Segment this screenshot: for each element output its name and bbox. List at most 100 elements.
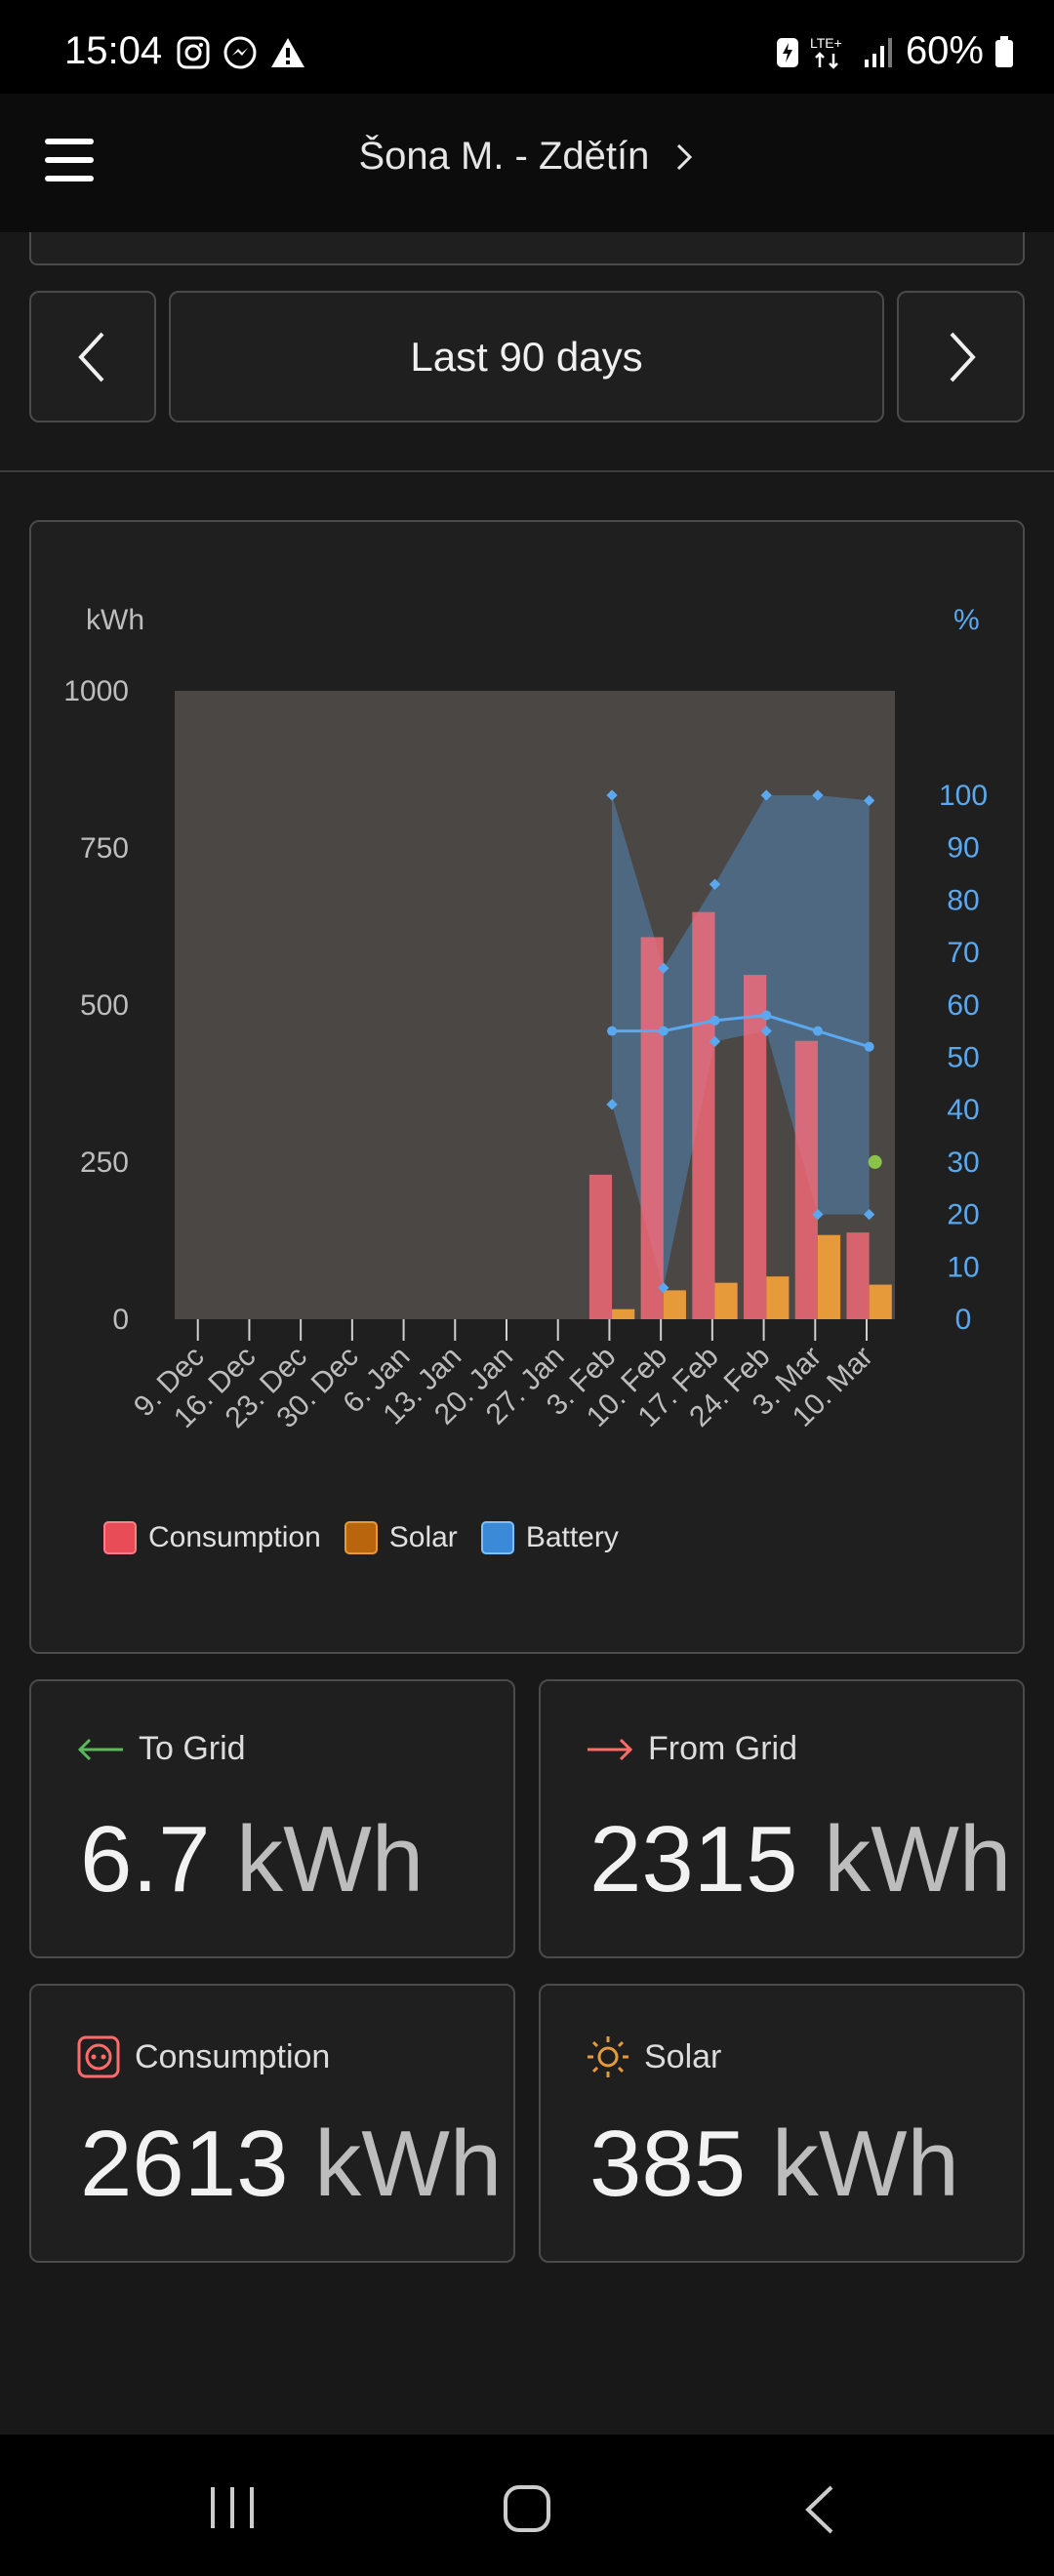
solar-bar (869, 1284, 892, 1319)
card-value: 6.7 kWh (80, 1806, 424, 1913)
y-tick-label: 0 (112, 1304, 129, 1336)
legend-label: Solar (388, 1521, 458, 1553)
battery-max-point (760, 789, 772, 801)
value-number: 2315 (589, 1807, 798, 1912)
legend-item-consumption[interactable]: Consumption (103, 1521, 321, 1554)
battery-min-point (606, 1099, 618, 1110)
solar-bar (663, 1290, 686, 1319)
y2-tick-label: 0 (955, 1304, 972, 1336)
y-tick-label: 250 (80, 1147, 129, 1179)
legend-label: Battery (525, 1521, 619, 1553)
y-axis-title: kWh (86, 604, 144, 636)
value-unit: kWh (771, 2112, 959, 2216)
y2-tick-label: 90 (947, 832, 979, 865)
chevron-right-icon (950, 332, 976, 382)
consumption-bar (744, 975, 767, 1319)
solar-bar (766, 1276, 790, 1319)
energy-chart-card: kWh% 1000 750 500 250 0 100 90 80 70 60 50 40 30 20 10 0… (29, 520, 1025, 1654)
status-bar: 15:04 LTE+ 60% (0, 0, 1054, 109)
consumption-bar (692, 911, 715, 1319)
consumption-bar (588, 1174, 613, 1319)
y2-tick-label: 10 (947, 1251, 979, 1283)
card-label: Solar (644, 2037, 722, 2075)
from-grid-card[interactable]: From Grid 2315 kWh (539, 1679, 1025, 1958)
legend-item-solar[interactable]: Solar (344, 1521, 458, 1554)
y2-tick-label: 60 (947, 989, 979, 1022)
svg-text:LTE+: LTE+ (810, 35, 842, 51)
chevron-right-icon[interactable] (672, 140, 696, 175)
y-tick-label: 750 (80, 832, 129, 865)
legend-swatch (344, 1521, 378, 1554)
legend-item-battery[interactable]: Battery (480, 1521, 619, 1554)
period-label: Last 90 days (410, 333, 643, 380)
card-label: From Grid (648, 1730, 797, 1767)
battery-max-point (709, 878, 721, 890)
consumption-bar (846, 1232, 870, 1319)
hamburger-menu-icon[interactable] (45, 139, 96, 181)
solar-bar (714, 1282, 738, 1319)
power-outlet-icon (77, 2035, 120, 2078)
battery-max-point (606, 789, 618, 801)
site-title[interactable]: Šona M. - Zdětín (0, 135, 1054, 179)
card-label: Consumption (135, 2037, 331, 2075)
next-period-button[interactable] (897, 291, 1025, 423)
battery-avg-point (658, 1026, 669, 1036)
y2-tick-label: 50 (947, 1042, 979, 1074)
battery-min-point (760, 1025, 772, 1037)
battery-max-point (658, 962, 669, 974)
value-number: 2613 (80, 2112, 289, 2216)
to-grid-card[interactable]: To Grid 6.7 kWh (29, 1679, 515, 1958)
warning-icon (271, 38, 304, 67)
back-icon[interactable] (800, 2483, 839, 2536)
status-right: LTE+ 60% (775, 29, 1015, 73)
system-nav-bar (0, 2435, 1054, 2576)
collapsed-card (29, 232, 1025, 265)
y2-tick-label: 70 (947, 937, 979, 969)
y2-tick-label: 100 (939, 780, 988, 812)
y2-tick-label: 30 (947, 1147, 979, 1179)
app-header: Šona M. - Zdětín (0, 94, 1054, 232)
arrow-right-icon (588, 1738, 633, 1760)
battery-avg-point (761, 1010, 772, 1021)
chevron-left-icon (78, 332, 104, 382)
card-header: From Grid (586, 1730, 797, 1768)
arrow-left-icon (77, 1738, 123, 1760)
legend-swatch (103, 1521, 137, 1554)
battery-avg-point (709, 1015, 720, 1026)
solar-card[interactable]: Solar 385 kWh (539, 1984, 1025, 2263)
battery-avg-point (812, 1026, 823, 1036)
card-label: To Grid (139, 1730, 246, 1767)
battery-avg-point (607, 1026, 618, 1036)
y-tick-label: 1000 (63, 675, 129, 707)
consumption-card[interactable]: Consumption 2613 kWh (29, 1984, 515, 2263)
card-value: 385 kWh (589, 2111, 959, 2218)
battery-percent: 60% (905, 29, 984, 72)
value-number: 385 (589, 2112, 747, 2216)
recent-apps-icon[interactable] (205, 2483, 260, 2532)
notification-icons (176, 35, 306, 70)
chart-legend: Consumption Solar Battery (103, 1521, 619, 1554)
y2-axis-title: % (953, 604, 980, 636)
value-unit: kWh (824, 1807, 1012, 1912)
energy-chart[interactable]: kWh %100075050025001009080706050403020100… (31, 522, 1023, 1498)
card-value: 2613 kWh (80, 2111, 502, 2218)
solar-bar (612, 1308, 635, 1319)
period-selector[interactable]: Last 90 days (169, 291, 884, 423)
y2-tick-label: 40 (947, 1094, 979, 1126)
status-time: 15:04 (64, 29, 163, 72)
previous-period-button[interactable] (29, 291, 156, 423)
instagram-icon (177, 36, 210, 69)
solar-bar (817, 1234, 841, 1319)
sun-icon (588, 2036, 628, 2077)
signal-icon (864, 37, 892, 67)
battery-max-point (812, 789, 824, 801)
lte-icon: LTE+ (810, 35, 842, 69)
divider (0, 470, 1054, 472)
battery-min-point (863, 1208, 875, 1221)
y-tick-label: 500 (80, 989, 129, 1022)
card-header: Consumption (76, 2034, 330, 2079)
site-title-text[interactable]: Šona M. - Zdětín (358, 135, 650, 178)
battery-min-point (658, 1282, 669, 1294)
home-icon[interactable] (502, 2483, 552, 2534)
consumption-bar (794, 1040, 818, 1319)
